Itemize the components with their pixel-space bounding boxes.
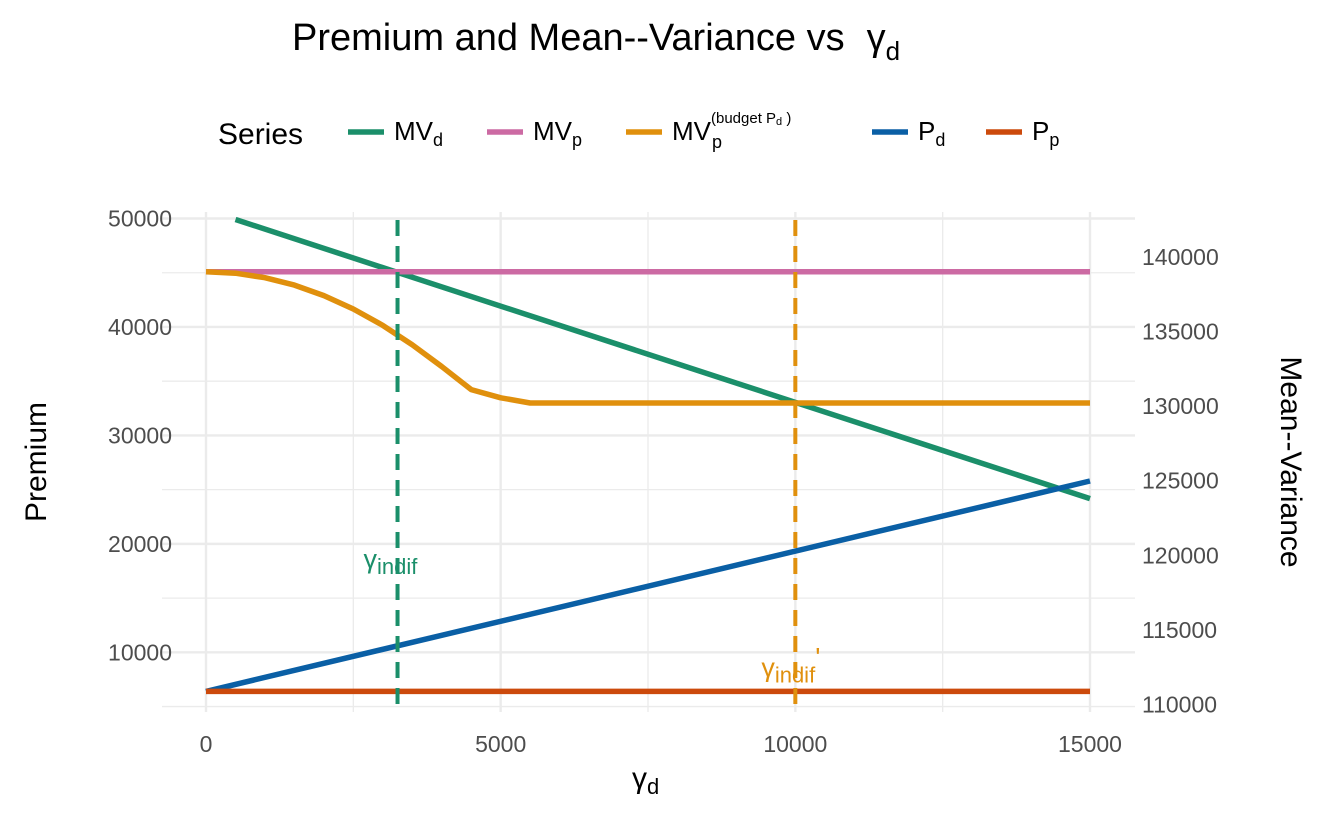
y-axis-left-title: Premium: [20, 402, 53, 522]
y-left-tick-label: 30000: [108, 422, 172, 448]
series-line-P_d: [205, 478, 1091, 695]
y-right-tick-label: 115000: [1142, 617, 1217, 643]
x-axis-title: γd: [632, 762, 659, 799]
series-line-MV_d: [234, 216, 1091, 502]
y-left-tick-label: 10000: [108, 639, 172, 665]
vline-label-gamma-indif: γindif: [364, 544, 419, 579]
reference-lines: γindif γindif': [364, 220, 820, 712]
legend-label-P_p: Pp: [1032, 116, 1059, 150]
legend-label-P_d: Pd: [918, 116, 945, 150]
vline-label-gamma-indif-prime: γindif': [761, 643, 820, 688]
series-line-MV_p_budget: [205, 268, 1090, 406]
y-right-tick-label: 110000: [1142, 692, 1217, 718]
legend: Series MVd MVp MV(budget Pd ) p Pd Pp: [218, 110, 1059, 152]
x-tick-label: 15000: [1058, 731, 1122, 757]
legend-title: Series: [218, 118, 303, 151]
x-tick-label: 0: [200, 731, 213, 757]
y-left-tick-label: 40000: [108, 314, 172, 340]
x-tick-label: 5000: [475, 731, 526, 757]
y-right-tick-label: 120000: [1142, 542, 1219, 568]
y-right-tick-label: 140000: [1142, 244, 1219, 270]
y-right-tick-label: 130000: [1142, 393, 1219, 419]
x-tick-label: 10000: [763, 731, 827, 757]
legend-label-MV_d: MVd: [394, 116, 443, 150]
y-left-tick-label: 20000: [108, 531, 172, 557]
y-right-tick-label: 125000: [1142, 468, 1219, 494]
y-left-tick-label: 50000: [108, 206, 172, 232]
legend-label-MV_p: MVp: [533, 116, 582, 150]
gridlines: [162, 212, 1135, 712]
axis-ticks: 1000020000300004000050000110000115000120…: [108, 206, 1219, 757]
chart-title: Premium and Mean--Variance vs γd: [292, 17, 900, 66]
y-axis-right-title: Mean--Variance: [1274, 356, 1307, 567]
legend-label-MV_p_budget: MV(budget Pd ) p: [672, 110, 791, 152]
series-lines: [205, 216, 1091, 695]
y-right-tick-label: 135000: [1142, 318, 1219, 344]
